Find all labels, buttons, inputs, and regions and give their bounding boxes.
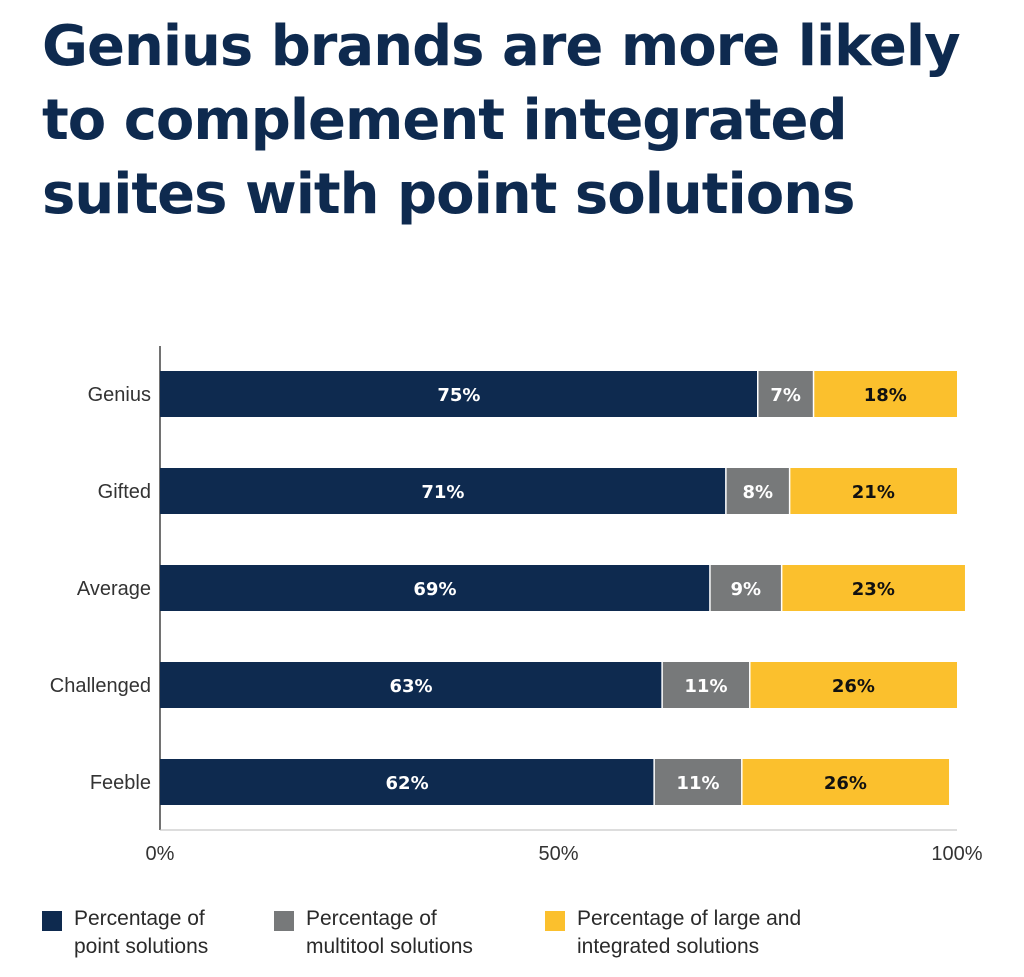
data-label-feeble-integrated: 26% bbox=[824, 773, 867, 794]
bar-feeble-integrated bbox=[741, 759, 950, 805]
data-label-feeble-point: 62% bbox=[386, 773, 429, 794]
legend: Percentage of point solutions Percentage… bbox=[42, 905, 1002, 975]
bar-challenged-multitool bbox=[662, 662, 750, 708]
data-label-genius-point: 75% bbox=[437, 385, 480, 406]
category-label-feeble: Feeble bbox=[90, 772, 151, 794]
legend-swatch-integrated bbox=[545, 911, 565, 931]
legend-label-point: Percentage of point solutions bbox=[74, 907, 209, 958]
data-label-challenged-multitool: 11% bbox=[684, 676, 727, 697]
bar-challenged-point bbox=[160, 662, 663, 708]
category-label-challenged: Challenged bbox=[50, 675, 151, 697]
category-label-genius: Genius bbox=[88, 384, 151, 406]
chart-title: Genius brands are more likely to complem… bbox=[42, 14, 961, 227]
bar-gifted-point bbox=[160, 468, 726, 514]
data-label-average-multitool: 9% bbox=[731, 579, 762, 600]
x-tick-label-0: 0% bbox=[146, 843, 175, 865]
bar-genius-multitool bbox=[757, 371, 814, 417]
bar-challenged-integrated bbox=[749, 662, 957, 708]
legend-swatch-point bbox=[42, 911, 62, 931]
data-label-average-integrated: 23% bbox=[852, 579, 895, 600]
bar-feeble-point bbox=[160, 759, 655, 805]
data-label-gifted-integrated: 21% bbox=[852, 482, 895, 503]
bar-feeble-multitool bbox=[654, 759, 742, 805]
data-label-challenged-integrated: 26% bbox=[832, 676, 875, 697]
data-label-challenged-point: 63% bbox=[390, 676, 433, 697]
stacked-bar-chart: Genius 75% 7% 18% Gifted 71% 8% 21% Average 69% 9%… bbox=[50, 346, 983, 865]
bar-average-integrated bbox=[781, 565, 965, 611]
data-label-gifted-multitool: 8% bbox=[742, 482, 773, 503]
data-label-feeble-multitool: 11% bbox=[676, 773, 719, 794]
data-label-average-point: 69% bbox=[413, 579, 456, 600]
data-label-genius-integrated: 18% bbox=[864, 385, 907, 406]
legend-swatch-multitool bbox=[274, 911, 294, 931]
bar-gifted-integrated bbox=[789, 468, 957, 514]
bar-average-point bbox=[160, 565, 710, 611]
data-label-genius-multitool: 7% bbox=[770, 385, 801, 406]
category-label-gifted: Gifted bbox=[98, 481, 151, 503]
legend-item-multitool: Percentage of multitool solutions bbox=[274, 905, 473, 961]
legend-item-integrated: Percentage of large and integrated solut… bbox=[545, 905, 801, 961]
category-label-average: Average bbox=[77, 578, 151, 600]
bar-genius-point bbox=[160, 371, 758, 417]
bar-genius-integrated bbox=[813, 371, 957, 417]
data-label-gifted-point: 71% bbox=[421, 482, 464, 503]
legend-label-integrated: Percentage of large and integrated solut… bbox=[577, 907, 802, 958]
legend-label-multitool: Percentage of multitool solutions bbox=[306, 907, 473, 958]
x-tick-label-100: 100% bbox=[931, 843, 982, 865]
bar-average-multitool bbox=[709, 565, 782, 611]
legend-item-point: Percentage of point solutions bbox=[42, 905, 208, 961]
bar-gifted-multitool bbox=[725, 468, 790, 514]
x-tick-label-50: 50% bbox=[538, 843, 578, 865]
